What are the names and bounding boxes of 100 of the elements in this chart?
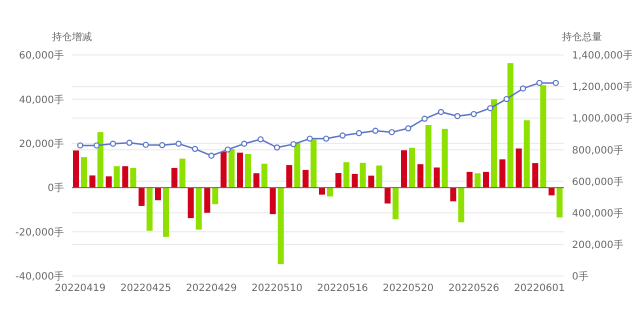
- point: [470, 110, 477, 118]
- point: [536, 80, 542, 86]
- bar: [516, 148, 522, 188]
- bar: [261, 164, 268, 188]
- bar: [466, 172, 473, 188]
- bar: [204, 188, 210, 213]
- point: [126, 140, 132, 146]
- y-tick-label: 20,000手: [19, 138, 64, 150]
- bar: [97, 132, 104, 188]
- y-tick-label: 40,000手: [19, 94, 64, 106]
- point: [454, 112, 460, 120]
- bar: [122, 166, 128, 188]
- bar: [491, 99, 497, 188]
- bar: [237, 152, 243, 188]
- x-tick-label: 20220526: [448, 283, 500, 294]
- bar: [81, 157, 87, 188]
- bar: [302, 170, 309, 188]
- bar: [392, 188, 399, 220]
- point: [340, 132, 346, 139]
- x-tick-label: 20220520: [382, 283, 434, 294]
- bar: [327, 188, 333, 196]
- y2-tick-label: 200,000手: [572, 238, 624, 251]
- x-tick-label: 20220419: [54, 283, 106, 294]
- bar: [138, 188, 145, 206]
- point: [422, 116, 428, 122]
- point: [520, 85, 526, 92]
- bar: [220, 152, 227, 188]
- bar: [89, 175, 96, 188]
- x-tick-label: 20220516: [317, 283, 368, 294]
- bar: [442, 128, 448, 188]
- bar: [507, 63, 514, 188]
- y-tick-label: 60,000手: [19, 50, 64, 62]
- point: [356, 130, 362, 136]
- bar: [270, 188, 276, 214]
- bar: [556, 188, 563, 218]
- bar: [401, 150, 407, 188]
- y2-tick-label: 0手: [572, 270, 588, 283]
- bar: [146, 188, 153, 231]
- bar: [212, 188, 218, 204]
- bar: [524, 120, 530, 188]
- bar: [286, 165, 292, 188]
- point: [110, 140, 116, 147]
- point: [306, 136, 313, 142]
- point: [224, 146, 231, 153]
- bar: [384, 188, 391, 204]
- bar: [196, 188, 202, 230]
- bar: [499, 159, 506, 188]
- bar: [335, 173, 342, 188]
- y-tick-label: 0手: [48, 182, 64, 194]
- point: [487, 105, 494, 112]
- bar: [417, 164, 424, 188]
- x-tick-label: 20220510: [252, 283, 302, 294]
- bar: [368, 176, 374, 188]
- point: [77, 142, 84, 149]
- x-tick-label: 20220425: [120, 283, 172, 294]
- bar: [434, 167, 440, 188]
- point: [372, 128, 378, 134]
- point: [159, 142, 166, 148]
- y-tick-label: -40,000手: [15, 270, 64, 283]
- bar: [376, 166, 382, 188]
- point: [504, 96, 510, 102]
- y2-tick-label: 800,000手: [572, 144, 624, 156]
- point: [438, 108, 444, 116]
- bar: [319, 188, 325, 195]
- bar: [163, 188, 169, 237]
- bar: [171, 168, 178, 188]
- point: [323, 136, 330, 142]
- bar: [130, 168, 136, 188]
- bar: [245, 154, 251, 188]
- bar: [310, 140, 317, 188]
- point: [176, 140, 182, 147]
- bar: [409, 148, 415, 188]
- point: [274, 144, 280, 151]
- y2-tick-label: 400,000手: [572, 207, 624, 220]
- bar: [228, 149, 235, 188]
- point: [192, 146, 198, 152]
- bar: [352, 174, 358, 188]
- bar: [278, 188, 284, 264]
- point: [241, 140, 248, 147]
- bar: [114, 166, 120, 188]
- bar: [73, 150, 79, 188]
- bar: [450, 188, 456, 202]
- bar: [425, 125, 432, 188]
- point: [405, 125, 412, 132]
- y-axis-title: 持仓增减: [52, 30, 92, 44]
- y-tick-label: -20,000手: [15, 226, 64, 238]
- bar: [253, 173, 260, 188]
- bar: [548, 188, 555, 196]
- bar: [540, 85, 546, 188]
- bar: [532, 163, 538, 188]
- point: [208, 152, 214, 159]
- bar: [155, 188, 161, 200]
- bar: [483, 172, 489, 188]
- bar: [106, 176, 112, 188]
- point: [258, 136, 264, 142]
- point: [142, 142, 149, 148]
- y2-tick-label: 600,000手: [572, 176, 624, 188]
- bar: [294, 142, 300, 188]
- bar: [343, 162, 350, 188]
- point: [290, 141, 296, 148]
